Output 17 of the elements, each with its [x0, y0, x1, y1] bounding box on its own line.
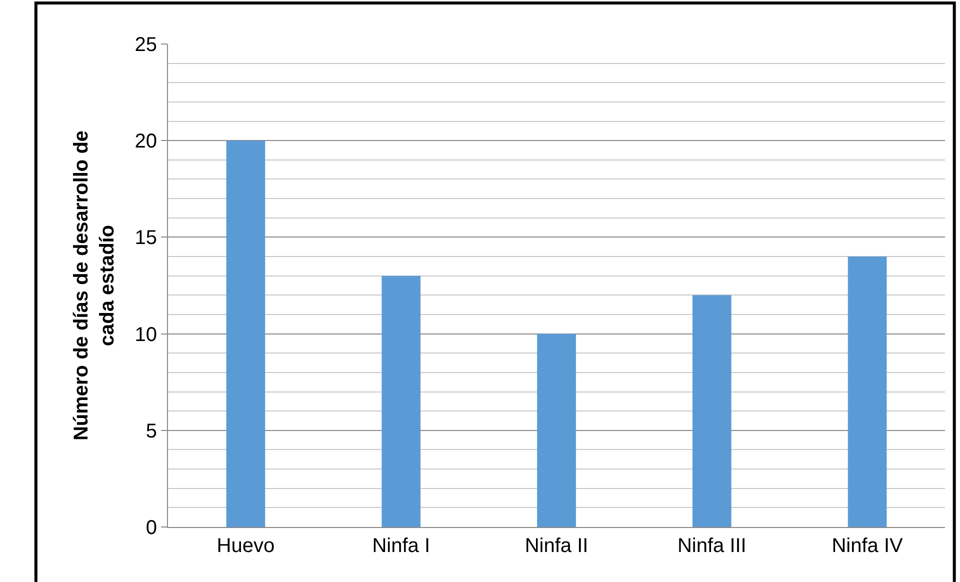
y-axis-title: Número de días de desarrollo de cada estadío	[70, 130, 118, 441]
y-tick-label: 20	[134, 130, 157, 153]
x-tick-label: Ninfa III	[677, 535, 746, 557]
y-tick-label: 10	[134, 324, 157, 346]
x-tick-label: Huevo	[216, 535, 275, 557]
y-tick-label: 5	[146, 420, 157, 442]
bar	[848, 256, 887, 527]
x-tick-label: Ninfa I	[372, 535, 430, 557]
x-tick-label: Ninfa II	[524, 535, 588, 557]
y-tick-label: 0	[146, 517, 157, 539]
y-tick-label: 25	[134, 34, 157, 56]
bar	[692, 295, 732, 527]
y-tick-label: 15	[134, 227, 157, 250]
bar	[226, 140, 266, 527]
bar	[537, 334, 576, 527]
bar	[382, 276, 421, 527]
x-tick-label: Ninfa IV	[832, 535, 904, 557]
